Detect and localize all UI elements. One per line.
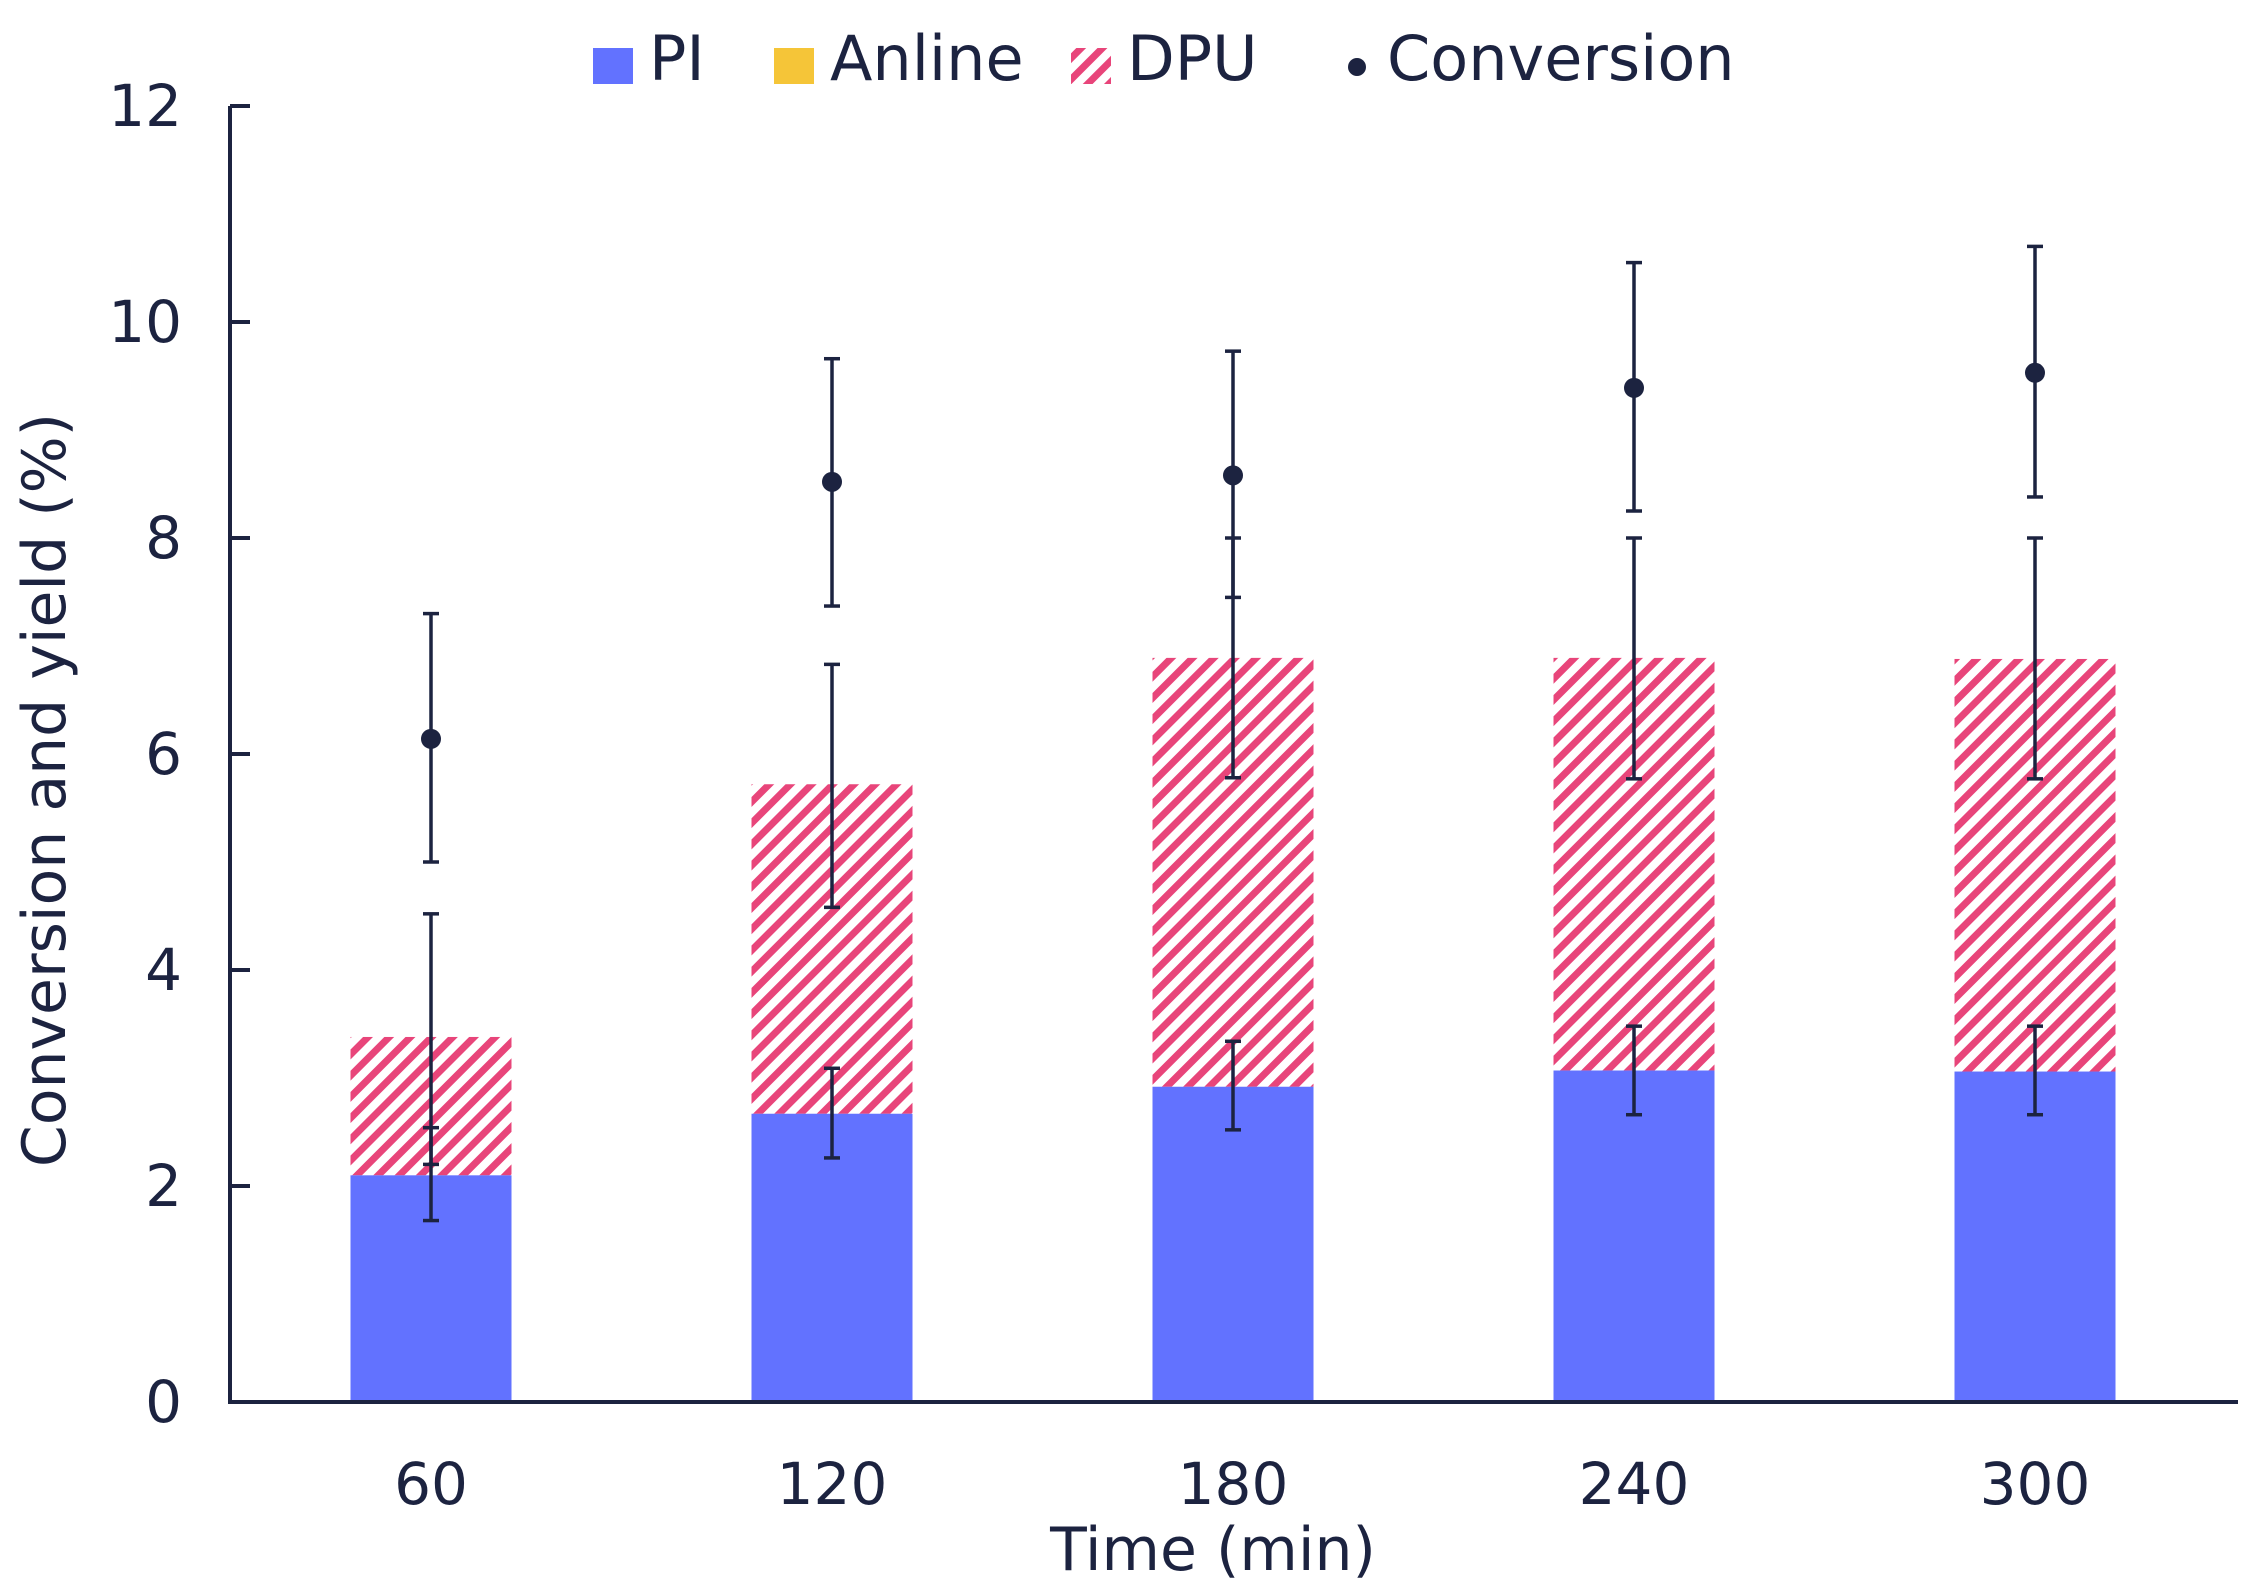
y-tick-label: 12 (108, 72, 182, 140)
error-bar-dpu-240 (1626, 536, 1642, 781)
y-tick-label: 8 (145, 504, 182, 572)
legend-label-conversion: Conversion (1387, 22, 1735, 95)
y-tick-label: 2 (145, 1152, 182, 1220)
error-bar-pi-120 (824, 1066, 840, 1160)
bar-pi-240 (1553, 1070, 1715, 1402)
bar-pi-300 (1954, 1071, 2116, 1402)
error-bar-pi-240 (1626, 1024, 1642, 1117)
x-tick-label: 60 (394, 1450, 468, 1518)
y-ticks: 0 2 4 6 8 10 12 (108, 72, 250, 1436)
x-tick-label: 300 (1980, 1450, 2091, 1518)
bar-pi-120 (751, 1113, 913, 1402)
legend-swatch-dpu (1071, 48, 1111, 84)
bar-pi-180 (1152, 1086, 1314, 1402)
error-bar-pi-180 (1225, 1039, 1241, 1132)
y-tick-label: 10 (108, 288, 182, 356)
error-bars-layer (423, 244, 2043, 1223)
conversion-point-300 (2025, 362, 2045, 383)
bars-layer (350, 657, 2116, 1402)
error-bar-pi-300 (2027, 1024, 2043, 1117)
y-axis-title: Conversion and yield (%) (10, 413, 80, 1167)
legend-marker-conversion (1348, 58, 1366, 76)
legend-item-dpu: DPU (1071, 22, 1258, 95)
legend-swatch-anline (774, 48, 814, 84)
error-bar-dpu-60 (423, 912, 439, 1167)
error-bar-dpu-300 (2027, 536, 2043, 781)
conversion-point-240 (1624, 377, 1644, 398)
x-tick-label: 240 (1579, 1450, 1690, 1518)
legend-item-pi: PI (593, 22, 705, 95)
x-axis-title: Time (min) (1049, 1515, 1376, 1585)
x-ticks: 60 120 180 240 300 (394, 1450, 2090, 1518)
legend: PI Anline DPU Conversion (593, 22, 1735, 95)
legend-item-anline: Anline (774, 22, 1024, 95)
conversion-point-60 (421, 728, 441, 749)
y-tick-label: 6 (145, 720, 182, 788)
legend-label-dpu: DPU (1127, 22, 1258, 95)
x-tick-label: 180 (1178, 1450, 1289, 1518)
legend-label-anline: Anline (830, 22, 1024, 95)
conversion-point-120 (822, 471, 842, 492)
legend-item-conversion: Conversion (1348, 22, 1735, 95)
y-tick-label: 0 (145, 1368, 182, 1436)
y-tick-label: 4 (145, 936, 182, 1004)
legend-label-pi: PI (649, 22, 705, 95)
legend-swatch-pi (593, 48, 633, 84)
x-tick-label: 120 (777, 1450, 888, 1518)
conversion-points-layer (421, 362, 2045, 749)
error-bar-dpu-120 (824, 662, 840, 910)
conversion-point-180 (1223, 465, 1243, 486)
